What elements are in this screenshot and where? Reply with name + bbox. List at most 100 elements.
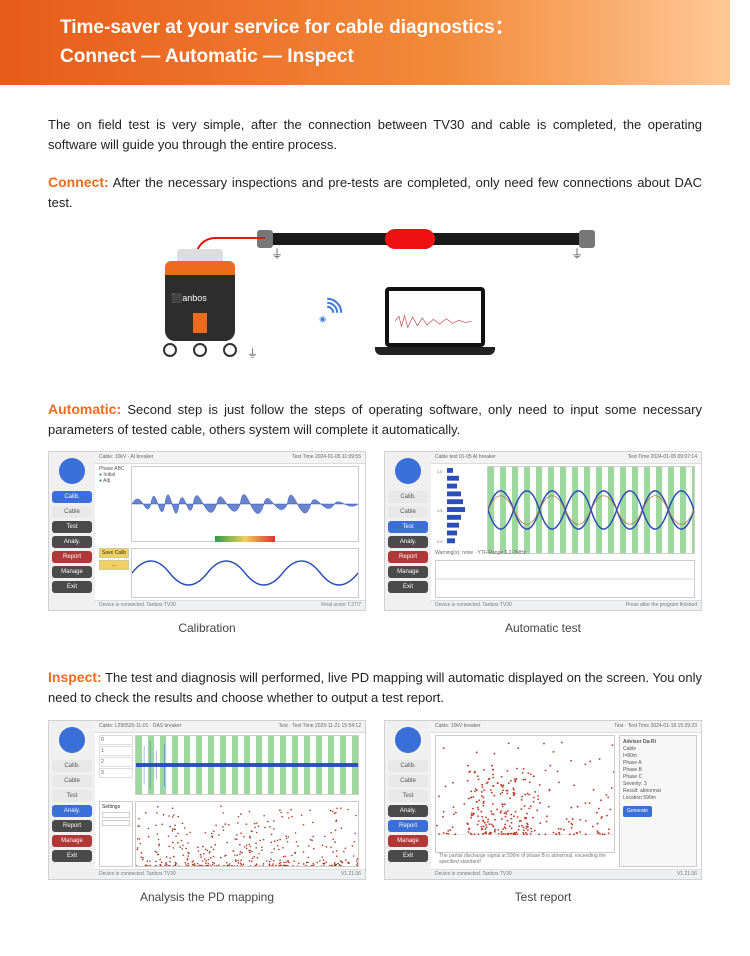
legend-row: Adj [99,478,129,484]
sidebar-tab-calib[interactable]: Calib. [52,760,92,772]
info-line: Severity: 3 [623,781,693,788]
footer-left: Device is connected. Tanbos TV30 [435,602,512,609]
header-line2: Connect — Automatic — Inspect [60,43,696,72]
sidebar-tab-test[interactable]: Test [388,521,428,533]
pdmap-column: Calib. Cable Test Analy. Report Manage E… [48,720,366,928]
topbar-right: Test · Test Time 2023-11-21 15:54:12 [279,723,361,730]
footer: Device is connected. Tanbos TV30 Final s… [95,600,365,610]
list-item[interactable]: 3 [99,768,133,778]
ground-left-icon: ⏚ [271,245,283,262]
report-note: The partial discharge signal at 590m of … [439,853,611,865]
connect-text: After the necessary inspections and pre-… [48,175,702,210]
footer-right: V1.21.06 [677,871,697,878]
sidebar-tab-cable[interactable]: Cable [388,775,428,787]
wheel-icon [223,343,237,357]
content: The on field test is very simple, after … [0,85,750,956]
sidebar-tab-analy[interactable]: Analy. [52,536,92,548]
pdmap-wave-chart [135,735,359,795]
info-line: I=80m [623,753,693,760]
connect-keyword: Connect: [48,174,109,190]
info-title: Advisor Da-Ri [623,739,693,746]
footer: Device is connected. Tanbos TV30 Press a… [431,600,701,610]
calibration-column: Calib. Cable Test Analy. Report Manage E… [48,451,366,659]
sidebar-tab-analy[interactable]: Analy. [52,805,92,817]
pdmap-settings-panel: Settings [99,801,133,867]
list-item[interactable]: 0 [99,735,133,745]
autotest-screenshot: Calib. Cable Test Analy. Report Manage E… [384,451,702,611]
sidebar-tab-exit[interactable]: Exit [52,850,92,862]
generate-report-button[interactable]: Generate [623,806,652,817]
autotest-caption: Automatic test [384,621,702,635]
report-screenshot: Calib. Cable Test Analy. Report Manage E… [384,720,702,880]
laptop-waveform [395,311,475,331]
topbar-left: Cable test 01-05 AI breaker [435,454,496,461]
device-brand-label: ⬛anbos [171,293,207,304]
sidebar: Calib. Cable Test Analy. Report Manage E… [385,721,431,879]
wheel-icon [163,343,177,357]
sidebar-logo-icon [59,727,85,753]
pdmap-main: Cable: L290520-11-01 · DAS breaker Test … [95,721,365,879]
settings-field[interactable] [102,820,130,826]
topbar-right: Test · Test Time 2024-01-18 15:29:23 [614,723,697,730]
calib-button-2[interactable]: ... [99,560,129,570]
sidebar-tab-test[interactable]: Test [388,790,428,802]
calib-sine-chart [131,548,359,598]
footer: Device is connected. Tanbos TV30 V1.21.0… [95,869,365,879]
inspect-paragraph: Inspect: The test and diagnosis will per… [48,667,702,708]
sidebar-tab-calib[interactable]: Calib. [388,491,428,503]
intro-text: The on field test is very simple, after … [48,115,702,154]
wheel-icon [193,343,207,357]
settings-field[interactable] [102,812,130,818]
header-banner: Time-saver at your service for cable dia… [18,0,730,85]
inspect-text: The test and diagnosis will performed, l… [48,670,702,705]
sidebar-tab-manage[interactable]: Manage [388,566,428,578]
sidebar-tab-cable[interactable]: Cable [52,775,92,787]
sidebar-tab-manage[interactable]: Manage [388,835,428,847]
info-line: Cable [623,746,693,753]
sidebar-tab-exit[interactable]: Exit [388,581,428,593]
report-scatter-chart [435,735,615,853]
sidebar-tab-test[interactable]: Test [52,521,92,533]
sidebar-tab-report[interactable]: Report [52,551,92,563]
connect-diagram: ⏚ ⏚ ⬛anbos ⏚ [155,225,595,375]
sidebar-tab-cable[interactable]: Cable [52,506,92,518]
sidebar-tab-exit[interactable]: Exit [52,581,92,593]
save-calib-button[interactable]: Save Calib [99,548,129,558]
ground-right-icon: ⏚ [571,245,583,262]
sidebar-tab-manage[interactable]: Manage [52,566,92,578]
report-main: Cable: 10kV breaker Test · Test Time 202… [431,721,701,879]
sidebar-tab-exit[interactable]: Exit [388,850,428,862]
ground-device-icon: ⏚ [247,345,258,361]
sidebar-tab-calib[interactable]: Calib. [52,491,92,503]
report-caption: Test report [384,890,702,904]
list-item[interactable]: 2 [99,757,133,767]
footer-left: Device is connected. Tanbos TV30 [435,871,512,878]
sidebar-tab-report[interactable]: Report [388,820,428,832]
sidebar-tab-report[interactable]: Report [388,551,428,563]
info-line: Result: abnormal [623,788,693,795]
sidebar: Calib. Cable Test Analy. Report Manage E… [49,721,95,879]
sidebar: Calib. Cable Test Analy. Report Manage E… [49,452,95,610]
topbar: Cable: 10kV breaker Test · Test Time 202… [431,721,701,733]
topbar: Cable: 10kV · AI breaker Test Time 2024-… [95,452,365,464]
svg-text:1.5: 1.5 [437,508,443,513]
autotest-left-bars: 1.01.52.0 [435,466,483,554]
laptop [375,287,495,355]
list-item[interactable]: 1 [99,746,133,756]
laptop-screen [385,287,485,347]
sidebar-tab-cable[interactable]: Cable [388,506,428,518]
sidebar-tab-calib[interactable]: Calib. [388,760,428,772]
pdmap-left-list: 0 1 2 3 [99,735,133,779]
sidebar-tab-analy[interactable]: Analy. [388,805,428,817]
info-line: Phase A [623,760,693,767]
laptop-base [375,347,495,355]
sidebar-tab-analy[interactable]: Analy. [388,536,428,548]
calib-buttons: Save Calib ... [99,548,129,572]
sidebar-tab-manage[interactable]: Manage [52,835,92,847]
topbar-left: Cable: 10kV · AI breaker [99,454,153,461]
cable-coupler [385,229,435,249]
sidebar-tab-report[interactable]: Report [52,820,92,832]
sidebar-tab-test[interactable]: Test [52,790,92,802]
calibration-caption: Calibration [48,621,366,635]
automatic-grid: Calib. Cable Test Analy. Report Manage E… [48,451,702,659]
